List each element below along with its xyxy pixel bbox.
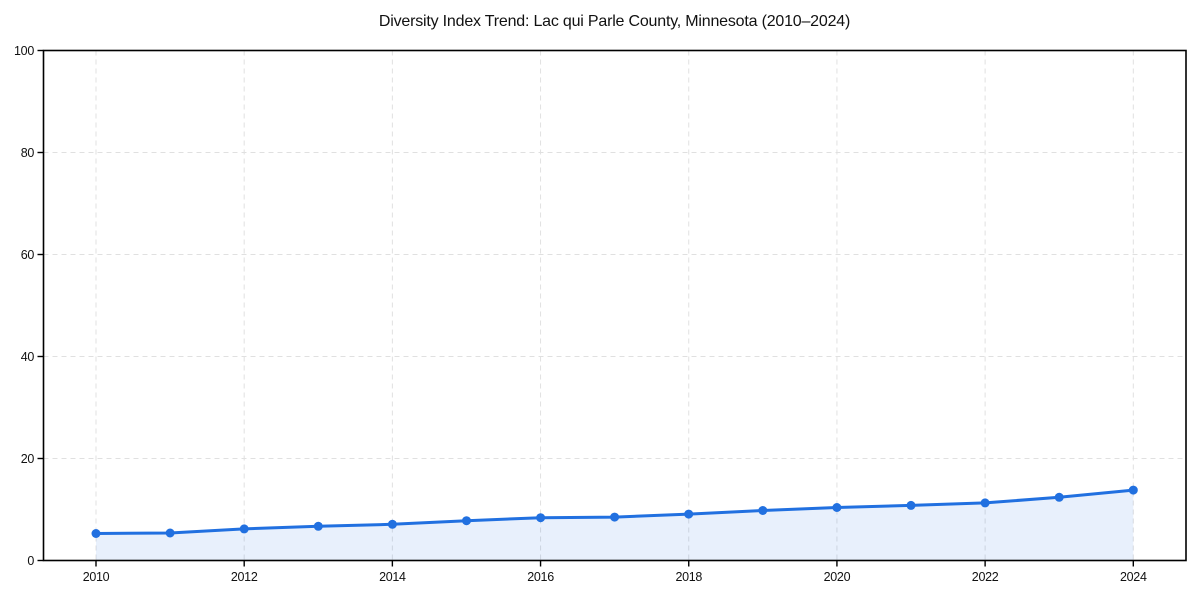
data-point-2010 [91, 529, 101, 538]
y-axis-labels: 0 20 40 60 80 100 [14, 44, 35, 568]
data-point-2018 [684, 509, 694, 519]
x-tick-label-2016: 2016 [527, 570, 554, 584]
x-tick-label-2018: 2018 [675, 570, 702, 584]
x-axis-ticks [95, 560, 1135, 567]
y-tick-label-80: 80 [21, 146, 35, 160]
data-point-2021 [906, 500, 916, 510]
data-point-2024 [1128, 485, 1138, 495]
data-point-2012 [239, 524, 249, 534]
data-point-2015 [462, 516, 471, 526]
data-point-2011 [165, 528, 175, 538]
data-point-2016 [536, 513, 546, 523]
y-axis-ticks [37, 49, 44, 562]
data-point-2017 [610, 512, 620, 522]
x-tick-label-2024: 2024 [1120, 570, 1147, 584]
area-fill [96, 490, 1134, 561]
data-points [91, 485, 1138, 538]
x-tick-label-2014: 2014 [379, 570, 406, 584]
plot-border [42, 49, 1187, 562]
y-tick-label-0: 0 [27, 554, 34, 568]
x-tick-label-2020: 2020 [824, 570, 851, 584]
y-tick-label-40: 40 [21, 350, 35, 364]
x-tick-label-2012: 2012 [231, 570, 258, 584]
y-gridlines [43, 50, 1186, 459]
y-tick-label-100: 100 [14, 44, 34, 58]
data-point-2013 [313, 521, 323, 531]
data-point-2019 [758, 506, 768, 515]
chart-title: Diversity Index Trend: Lac qui Parle Cou… [378, 13, 851, 30]
x-tick-label-2010: 2010 [83, 570, 110, 584]
data-point-2023 [1054, 492, 1064, 502]
data-point-2022 [980, 498, 990, 508]
data-point-2020 [832, 503, 842, 512]
x-tick-label-2022: 2022 [972, 570, 999, 584]
x-gridlines [95, 50, 1134, 561]
x-axis-labels: 2010 2012 2014 2016 2018 2020 2022 2024 [83, 570, 1148, 584]
y-tick-label-60: 60 [21, 248, 35, 262]
y-tick-label-20: 20 [21, 452, 35, 466]
data-point-2014 [387, 519, 397, 529]
